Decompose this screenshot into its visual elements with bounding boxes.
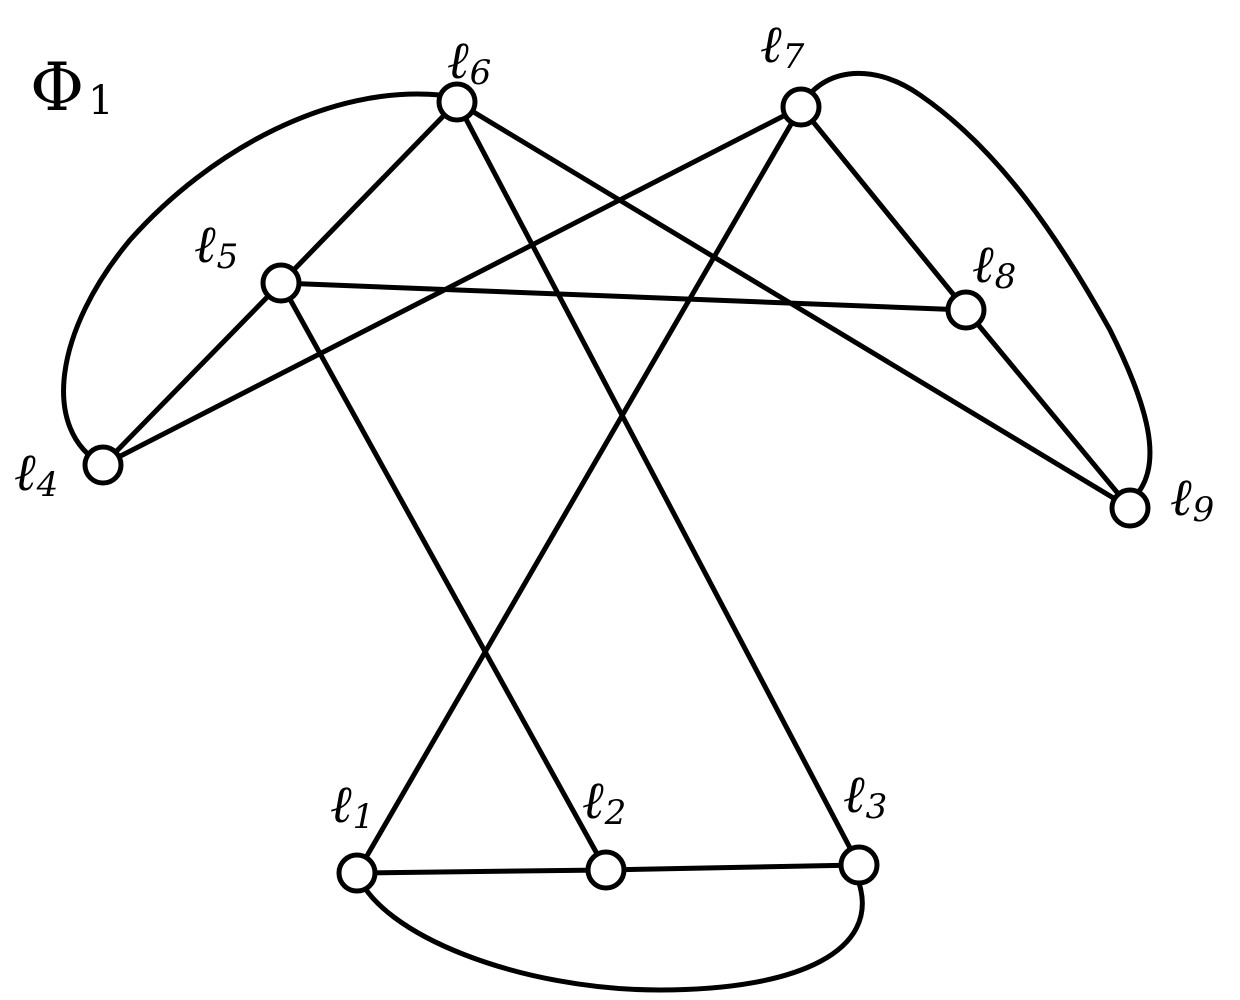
edge-l7-l1	[354, 104, 804, 876]
node-l6	[436, 81, 478, 123]
node-label-subscript: 7	[783, 37, 805, 77]
edge-l7-l9	[798, 71, 1153, 493]
node-label-letter: ℓ	[760, 15, 782, 75]
node-label-l5: ℓ5	[194, 215, 238, 277]
edge-l2-l3	[603, 862, 862, 873]
node-label-letter: ℓ	[194, 215, 216, 275]
edges-layer	[61, 71, 1153, 993]
node-label-l7: ℓ7	[760, 15, 805, 77]
node-label-l4: ℓ4	[14, 443, 58, 505]
node-label-subscript: 3	[866, 787, 888, 827]
node-label-letter: ℓ	[972, 235, 994, 295]
edge-l5-l2	[278, 280, 609, 873]
node-label-subscript: 5	[217, 237, 239, 277]
edge-l5-l8	[278, 280, 969, 313]
edge-l5-l6	[278, 99, 460, 286]
edge-l4-l5	[100, 280, 284, 468]
node-label-letter: ℓ	[1170, 468, 1192, 528]
node-label-subscript: 2	[604, 793, 627, 833]
node-l2	[585, 849, 627, 891]
node-label-subscript: 1	[353, 797, 375, 837]
node-label-l6: ℓ6	[447, 31, 491, 93]
edge-l1-l3	[354, 870, 865, 993]
edge-l6-l9	[454, 99, 1133, 511]
edge-l1-l2	[354, 867, 609, 876]
node-l9	[1109, 487, 1151, 529]
edge-l7-l8	[798, 104, 969, 313]
edge-l7-l4	[100, 104, 804, 468]
node-label-letter: ℓ	[14, 443, 36, 503]
nodes-layer	[82, 81, 1151, 894]
node-l3	[838, 844, 880, 886]
title-subscript: 1	[88, 78, 113, 124]
node-l4	[82, 444, 124, 486]
node-l5	[260, 262, 302, 304]
node-label-l3: ℓ3	[843, 765, 887, 827]
node-label-subscript: 9	[1193, 490, 1215, 530]
title-symbol: Φ	[30, 49, 84, 126]
node-label-letter: ℓ	[582, 771, 604, 831]
node-label-letter: ℓ	[447, 31, 469, 91]
node-label-subscript: 6	[470, 53, 492, 93]
node-label-l2: ℓ2	[582, 771, 626, 833]
node-label-letter: ℓ	[843, 765, 865, 825]
edge-l6-l3	[454, 99, 862, 868]
node-l7	[780, 86, 822, 128]
node-l8	[945, 289, 987, 331]
node-label-l9: ℓ9	[1170, 468, 1214, 530]
edge-l4-l6	[61, 91, 443, 468]
node-label-letter: ℓ	[330, 775, 352, 835]
node-label-l8: ℓ8	[972, 235, 1016, 297]
node-label-l1: ℓ1	[330, 775, 374, 837]
edge-l8-l9	[963, 307, 1133, 511]
node-label-subscript: 4	[36, 465, 59, 505]
node-label-subscript: 8	[995, 257, 1017, 297]
node-l1	[336, 852, 378, 894]
